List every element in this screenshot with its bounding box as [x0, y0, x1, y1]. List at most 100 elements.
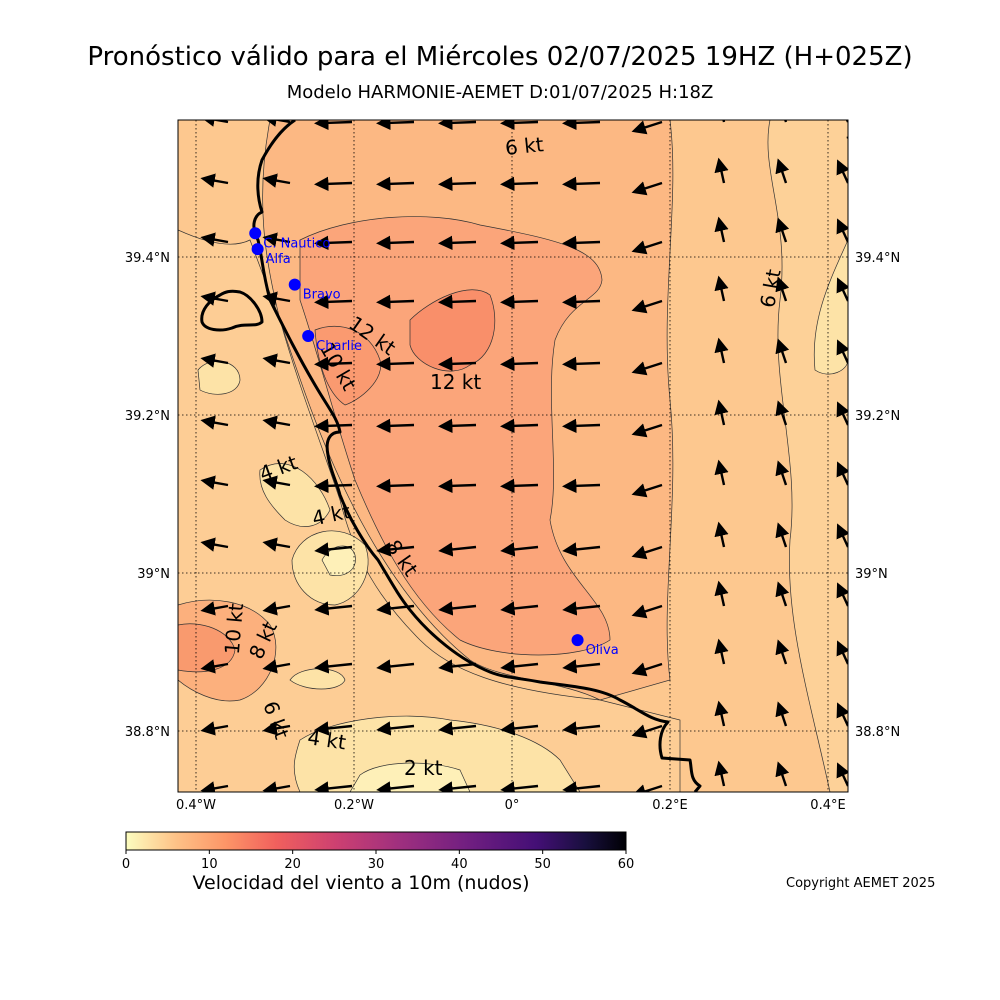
wind-arrow	[775, 276, 790, 302]
station-label: Charlie	[316, 339, 362, 354]
wind-arrow	[631, 423, 663, 438]
wind-arrow	[500, 418, 539, 434]
station-marker[interactable]	[251, 243, 264, 256]
wind-arrow	[714, 216, 729, 243]
map-subtitle: Modelo HARMONIE-AEMET D:01/07/2025 H:18Z	[286, 82, 714, 103]
wind-arrow	[438, 601, 477, 616]
albufera-lagoon	[200, 289, 264, 332]
wind-arrow	[314, 294, 353, 310]
wind-arrow	[314, 781, 353, 792]
colorbar-ticks: 0 10 20 30 40 50 60	[122, 850, 634, 872]
wind-arrow	[200, 475, 229, 490]
wind-arrow	[500, 235, 539, 251]
wind-arrow	[438, 542, 477, 557]
wind-zone-10kt	[299, 216, 611, 656]
colorbar-tick-label: 40	[451, 857, 468, 872]
wind-arrow	[376, 601, 415, 616]
colorbar	[125, 831, 627, 851]
wind-arrow	[631, 483, 663, 498]
wind-arrow	[631, 724, 663, 739]
wind-zone-12kt	[409, 289, 496, 372]
colorbar-tick-label: 30	[368, 857, 385, 872]
wind-arrow	[438, 235, 477, 251]
lon-tick-label: 0.4°W	[176, 798, 216, 813]
wind-arrow	[631, 604, 663, 619]
lon-axis: 0.4°W 0.2°W 0° 0.2°E 0.4°E	[176, 798, 846, 813]
wind-arrow	[314, 418, 353, 434]
wind-arrow	[714, 580, 729, 607]
wind-arrow	[836, 702, 848, 727]
wind-arrow	[314, 478, 353, 494]
wind-arrow	[500, 478, 539, 494]
wind-arrow	[631, 240, 663, 255]
wind-arrow	[438, 659, 477, 674]
wind-vectors	[200, 120, 848, 792]
station-marker[interactable]	[249, 227, 262, 240]
wind-arrow	[200, 415, 229, 430]
wind-arrow	[714, 157, 729, 184]
wind-arrow	[262, 537, 291, 552]
wind-arrow	[262, 173, 291, 188]
wind-arrow	[562, 478, 601, 494]
wind-arrow	[775, 338, 790, 364]
wind-arrow	[376, 120, 415, 131]
wind-arrow	[376, 418, 415, 434]
lat-tick-label: 39°N	[137, 567, 170, 582]
graticule	[178, 120, 848, 792]
wind-arrow	[438, 356, 477, 372]
lon-tick-label: 0.2°W	[334, 798, 374, 813]
wind-arrow	[314, 601, 353, 616]
wind-arrow	[262, 291, 291, 306]
wind-arrow	[775, 460, 790, 486]
wind-arrow	[836, 218, 848, 243]
wind-arrow	[714, 337, 729, 364]
wind-arrow	[836, 582, 848, 607]
wind-arrow	[631, 299, 663, 314]
contour-label: 6 kt	[504, 132, 545, 160]
colorbar-tick-label: 0	[122, 857, 130, 872]
station-marker[interactable]	[571, 634, 584, 647]
wind-arrow	[500, 356, 539, 372]
wind-arrow	[262, 232, 291, 247]
lon-tick-label: 0°	[505, 798, 520, 813]
wind-arrow	[836, 523, 848, 548]
contour-label: 10 kt	[220, 602, 248, 655]
wind-arrow	[200, 353, 229, 368]
wind-arrow	[631, 784, 663, 792]
wind-arrow	[562, 542, 601, 557]
lat-tick-label: 39°N	[855, 567, 888, 582]
wind-arrow	[562, 235, 601, 251]
wind-arrow	[836, 762, 848, 787]
map-area: 6 kt 4 kt 6 kt 12 kt 10 kt 12 kt 4 kt 4 …	[178, 120, 848, 792]
wind-arrow	[200, 120, 229, 127]
colorbar-tick-label: 20	[284, 857, 301, 872]
wind-arrow	[562, 294, 601, 310]
wind-arrow	[376, 659, 415, 674]
wind-arrow	[500, 542, 539, 557]
wind-arrow	[262, 781, 291, 792]
colorbar-tick-label: 50	[534, 857, 551, 872]
wind-arrow	[836, 159, 848, 184]
wind-arrow	[314, 235, 353, 251]
wind-arrow	[262, 659, 291, 674]
station-label: Bravo	[303, 288, 341, 303]
wind-arrow	[631, 120, 663, 135]
wind-arrow	[500, 294, 539, 310]
wind-arrow	[500, 781, 539, 792]
lon-tick-label: 0.2°E	[652, 798, 687, 813]
wind-arrow	[562, 659, 601, 674]
colorbar-tick-label: 10	[201, 857, 218, 872]
station-marker[interactable]	[288, 278, 301, 291]
wind-arrow	[714, 700, 729, 727]
lat-tick-label: 38.8°N	[125, 725, 170, 740]
station-marker[interactable]	[302, 330, 315, 342]
lat-tick-label: 39.2°N	[855, 409, 900, 424]
wind-arrow	[562, 120, 601, 131]
wind-arrow	[262, 601, 291, 616]
colorbar-tick-label: 60	[618, 857, 635, 872]
wind-arrow	[631, 361, 663, 376]
wind-arrow	[836, 339, 848, 364]
lat-axis-right: 39.4°N 39.2°N 39°N 38.8°N	[855, 251, 900, 740]
wind-arrow	[200, 232, 229, 247]
